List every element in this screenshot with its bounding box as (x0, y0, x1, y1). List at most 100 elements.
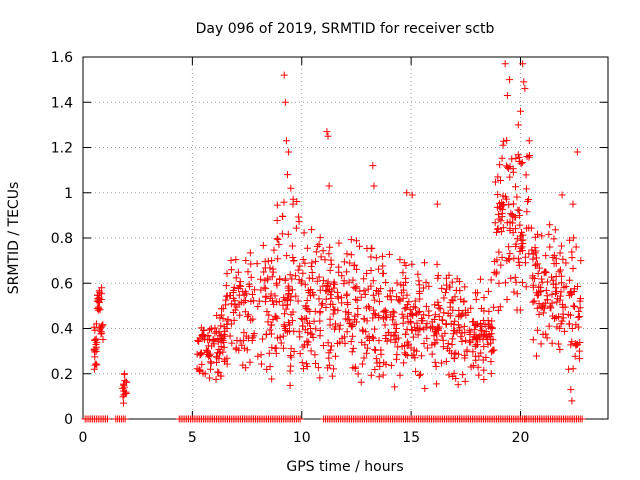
data-point (298, 277, 306, 285)
data-point (325, 182, 333, 190)
data-point (568, 254, 576, 262)
data-point (304, 329, 312, 337)
data-point (514, 206, 522, 214)
data-point (569, 365, 577, 373)
data-point (195, 367, 203, 375)
data-point (302, 314, 310, 322)
data-point (566, 276, 574, 284)
data-point (273, 334, 281, 342)
data-point (342, 308, 350, 316)
data-point (491, 178, 499, 186)
data-point (463, 348, 471, 356)
data-point (299, 365, 307, 373)
data-point (121, 390, 129, 398)
data-point (470, 326, 478, 334)
data-point (490, 268, 498, 276)
data-point (367, 253, 375, 261)
data-point (491, 219, 499, 227)
data-point (303, 360, 311, 368)
data-point (519, 60, 527, 68)
data-point (562, 259, 570, 267)
data-point (257, 286, 265, 294)
data-point (232, 274, 240, 282)
data-point (320, 276, 328, 284)
data-point (503, 295, 511, 303)
data-point (286, 381, 294, 389)
data-point (274, 255, 282, 263)
data-point (572, 243, 580, 251)
data-point (571, 352, 579, 360)
data-point (235, 291, 243, 299)
data-point (121, 377, 129, 385)
data-point (411, 297, 419, 305)
data-point (398, 310, 406, 318)
data-point (372, 355, 380, 363)
data-point (205, 342, 213, 350)
data-point (283, 252, 291, 260)
data-point (494, 225, 502, 233)
data-point (474, 363, 482, 371)
data-point (529, 281, 537, 289)
data-point (284, 230, 292, 238)
data-point (439, 336, 447, 344)
data-point (420, 284, 428, 292)
data-point (382, 313, 390, 321)
data-point (396, 256, 404, 264)
data-point (399, 294, 407, 302)
data-point (273, 201, 281, 209)
chart-title: Day 096 of 2019, SRMTID for receiver sct… (196, 21, 495, 37)
data-point (290, 347, 298, 355)
data-point (371, 296, 379, 304)
data-point (259, 335, 267, 343)
data-point (217, 311, 225, 319)
data-point (432, 362, 440, 370)
data-point (354, 305, 362, 313)
data-point (92, 360, 100, 368)
data-point (214, 368, 222, 376)
data-point (246, 249, 254, 257)
data-point (448, 341, 456, 349)
data-point (324, 132, 332, 140)
data-point (326, 243, 334, 251)
data-point (567, 386, 575, 394)
data-point (420, 340, 428, 348)
data-point (513, 193, 521, 201)
data-point (566, 289, 574, 297)
data-point (319, 282, 327, 290)
data-point (546, 221, 554, 229)
data-point (361, 341, 369, 349)
data-point (480, 307, 488, 315)
data-point (572, 342, 580, 350)
data-point (439, 343, 447, 351)
data-point (387, 296, 395, 304)
data-point (433, 260, 441, 268)
data-point (497, 261, 505, 269)
data-point (574, 323, 582, 331)
data-point (300, 341, 308, 349)
data-point (263, 308, 271, 316)
data-point (346, 259, 354, 267)
data-point (503, 91, 511, 99)
data-point (96, 324, 104, 332)
data-point (98, 329, 106, 337)
data-point (495, 279, 503, 287)
data-point (494, 173, 502, 181)
data-point (394, 343, 402, 351)
data-point (322, 295, 330, 303)
data-point (480, 366, 488, 374)
data-point (264, 257, 272, 265)
data-point (266, 326, 274, 334)
data-point (499, 141, 507, 149)
data-point (543, 296, 551, 304)
data-point (567, 341, 575, 349)
data-point (370, 306, 378, 314)
data-point (230, 283, 238, 291)
data-point (529, 272, 537, 280)
x-axis-label: GPS time / hours (286, 459, 403, 475)
data-point (453, 275, 461, 283)
data-point (370, 182, 378, 190)
data-point (375, 298, 383, 306)
data-point (570, 234, 578, 242)
data-point (205, 351, 213, 359)
data-point (209, 335, 217, 343)
